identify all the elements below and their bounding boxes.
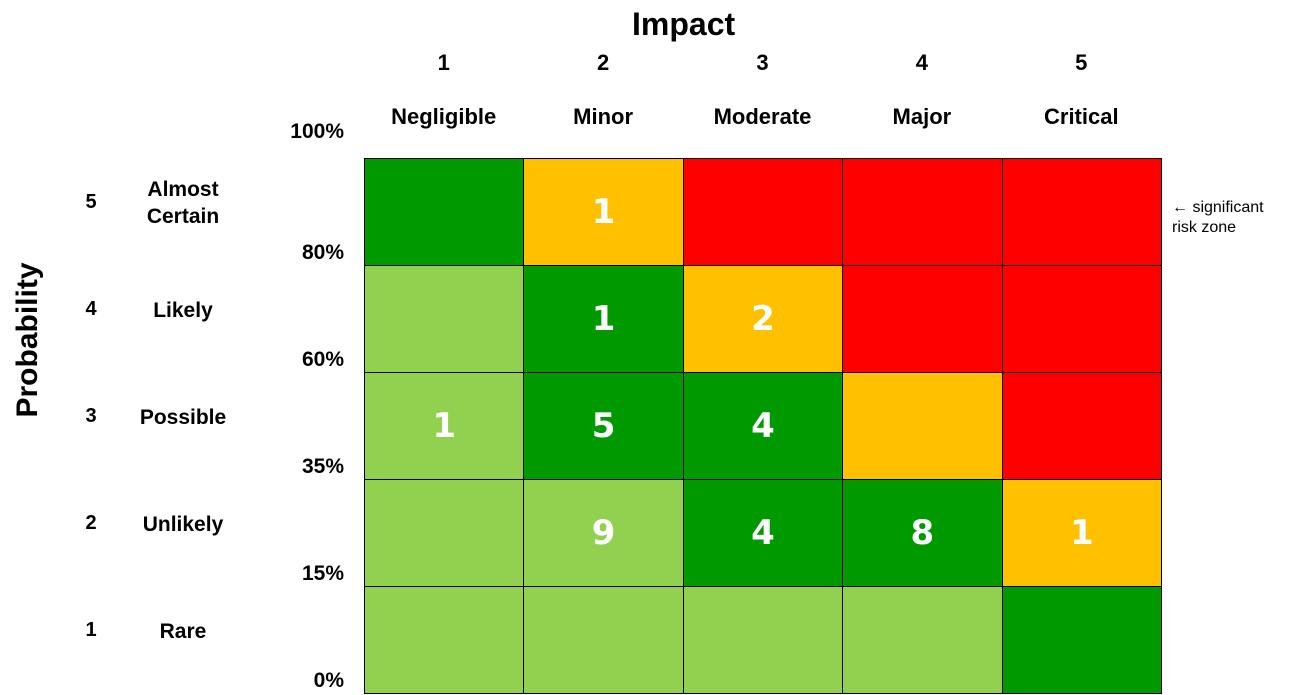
- matrix-cell: [842, 372, 1003, 480]
- probability-label-rare: Rare: [159, 619, 207, 643]
- impact-number-5: 5: [1075, 50, 1088, 75]
- matrix-cell: [1001, 265, 1162, 373]
- impact-label-minor: Minor: [573, 104, 634, 129]
- matrix-cell: 9: [523, 479, 684, 587]
- risk-note-line1: significant: [1192, 199, 1264, 216]
- probability-axis-title: Probability: [11, 262, 44, 418]
- matrix-cell: 1: [523, 158, 684, 266]
- matrix-cell: 8: [842, 479, 1003, 587]
- risk-note-line2: risk zone: [1172, 219, 1237, 236]
- probability-label-possible: Possible: [139, 405, 227, 429]
- probability-label-almost-certain: Almost Certain: [146, 177, 220, 228]
- significant-risk-note: ← significant risk zone: [1172, 198, 1264, 238]
- risk-count-label: 4: [751, 406, 775, 446]
- impact-label-critical: Critical: [1044, 104, 1119, 129]
- threshold-label: 35%: [301, 455, 344, 478]
- risk-count-label: 2: [751, 299, 775, 339]
- probability-number-5: 5: [85, 190, 97, 213]
- probability-label-likely: Likely: [153, 298, 213, 322]
- matrix-cell: 4: [682, 479, 844, 587]
- matrix-cell: [523, 586, 684, 694]
- matrix-cell: [1001, 586, 1162, 694]
- impact-number-1: 1: [437, 50, 450, 75]
- risk-count-label: 1: [591, 299, 616, 339]
- risk-count-label: 1: [1069, 513, 1094, 553]
- probability-number-1: 1: [85, 618, 97, 641]
- matrix-cell: 1: [523, 265, 684, 373]
- matrix-cell: [364, 158, 525, 266]
- probability-number-4: 4: [85, 297, 97, 320]
- matrix-cell: [1001, 158, 1162, 266]
- risk-count-label: 8: [910, 513, 935, 553]
- matrix-cell: [364, 586, 525, 694]
- matrix-cell: [842, 586, 1003, 694]
- matrix-cell: [842, 265, 1003, 373]
- threshold-label: 60%: [301, 348, 344, 371]
- matrix-cell: [842, 158, 1003, 266]
- matrix-cell: 5: [523, 372, 684, 480]
- impact-axis-title: Impact: [632, 6, 736, 42]
- impact-label-major: Major: [892, 104, 952, 129]
- threshold-label: 100%: [290, 120, 344, 143]
- matrix-cell: [364, 265, 525, 373]
- probability-number-2: 2: [85, 511, 97, 534]
- matrix-cell: 4: [682, 372, 844, 480]
- risk-count-label: 1: [591, 192, 616, 232]
- impact-number-2: 2: [596, 50, 610, 75]
- impact-label-negligible: Negligible: [391, 104, 497, 129]
- risk-count-label: 1: [432, 406, 457, 446]
- threshold-label: 0%: [313, 669, 344, 692]
- risk-count-label: 5: [591, 406, 616, 446]
- impact-label-moderate: Moderate: [713, 104, 812, 129]
- threshold-label: 80%: [301, 241, 344, 264]
- left-arrow-icon: ←: [1172, 199, 1188, 216]
- matrix-cell: [682, 586, 844, 694]
- matrix-cell: [364, 479, 525, 587]
- impact-number-4: 4: [915, 50, 929, 75]
- impact-number-3: 3: [756, 50, 769, 75]
- threshold-label: 15%: [301, 562, 344, 585]
- risk-matrix-grid: 1 1 2 1 5 4 9 4 8 1: [364, 158, 1162, 694]
- matrix-cell: [682, 158, 844, 266]
- matrix-cell: [1001, 372, 1162, 480]
- probability-label-unlikely: Unlikely: [142, 512, 224, 536]
- matrix-cell: 2: [682, 265, 844, 373]
- matrix-cell: 1: [1001, 479, 1162, 587]
- matrix-cell: 1: [364, 372, 525, 480]
- risk-count-label: 4: [751, 513, 775, 553]
- risk-count-label: 9: [591, 513, 616, 553]
- probability-number-3: 3: [85, 404, 97, 427]
